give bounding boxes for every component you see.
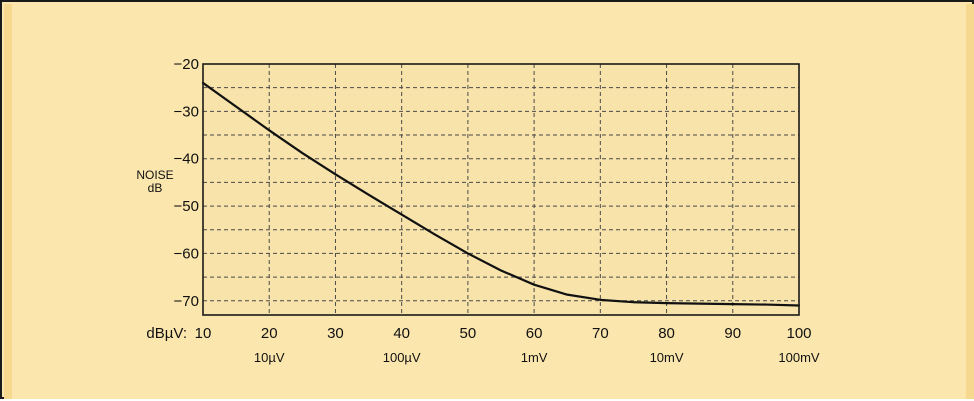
x-secondary-label-60: 1mV (521, 350, 548, 365)
x-tick-label-30: 30 (327, 325, 344, 342)
series-layer (201, 81, 801, 307)
plot-border (202, 63, 800, 316)
left-side-stripe (4, 4, 12, 399)
y-tick-label-70: −70 (174, 293, 199, 310)
x-tick-label-40: 40 (393, 325, 410, 342)
x-axis-prefix-label: dBµV: (146, 325, 187, 342)
y-tick-label-60: −60 (174, 245, 199, 262)
axis-layer (202, 63, 800, 316)
plot-background (203, 64, 799, 315)
y-tick-label-50: −50 (174, 198, 199, 215)
noise-curve-1 (201, 81, 801, 307)
x-tick-label-60: 60 (526, 325, 543, 342)
y-axis-label-line-2: dB (148, 181, 163, 195)
x-secondary-label-100: 100mV (778, 350, 820, 365)
y-tick-label-30: −30 (174, 103, 199, 120)
x-tick-label-90: 90 (724, 325, 741, 342)
y-tick-label-20: −20 (174, 56, 199, 73)
x-tick-label-20: 20 (261, 325, 278, 342)
y-tick-label-40: −40 (174, 151, 199, 168)
x-tick-label-10: 10 (195, 325, 212, 342)
grid-layer (203, 64, 799, 315)
y-axis-label-line-1: NOISE (136, 168, 173, 182)
x-tick-label-80: 80 (658, 325, 675, 342)
x-secondary-label-20: 10µV (254, 350, 285, 365)
x-tick-label-70: 70 (592, 325, 609, 342)
x-secondary-label-40: 100µV (383, 350, 421, 365)
x-tick-label-50: 50 (460, 325, 477, 342)
x-secondary-label-80: 10mV (650, 350, 684, 365)
x-tick-label-100: 100 (786, 325, 811, 342)
right-side-stripe (966, 4, 974, 399)
